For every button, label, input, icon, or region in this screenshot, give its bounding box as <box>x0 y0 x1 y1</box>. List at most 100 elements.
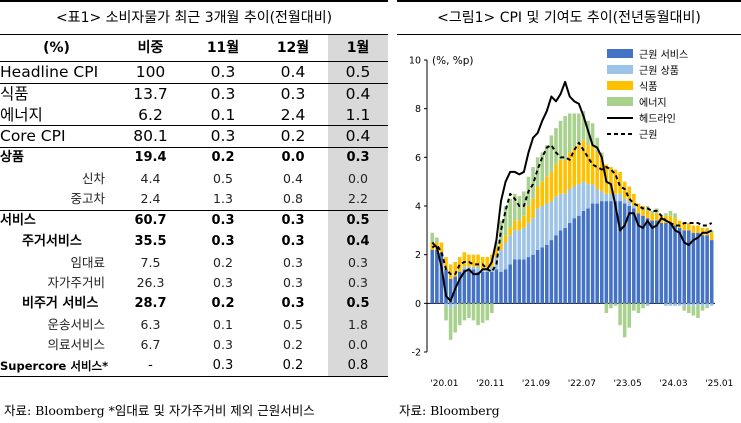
bar-core-services <box>659 223 664 304</box>
bar-energy <box>503 206 508 236</box>
bar-energy <box>664 213 668 216</box>
row-value-jan: 0.0 <box>328 168 388 190</box>
row-value-dec: 0.2 <box>258 125 328 148</box>
bar-core-goods <box>682 303 687 306</box>
bar-food <box>609 167 613 194</box>
bar-food <box>439 242 444 253</box>
bar-energy <box>471 303 476 321</box>
bar-food <box>581 140 586 182</box>
bar-core-goods <box>705 303 709 306</box>
bar-energy <box>650 210 654 214</box>
row-value-nov: 0.3 <box>211 233 235 249</box>
bar-energy <box>632 303 636 311</box>
bar-core-services <box>641 215 645 304</box>
bar-food <box>457 257 462 272</box>
bar-food <box>599 157 604 192</box>
bar-core-goods <box>545 203 549 245</box>
bar-core-services <box>503 269 508 304</box>
bar-core-services <box>654 220 659 304</box>
bar-core-goods <box>503 242 508 270</box>
row-label: Headline CPI <box>0 61 113 84</box>
bar-food <box>687 223 691 231</box>
bar-core-services <box>540 247 545 304</box>
row-value-dec: 0.5 <box>283 316 303 332</box>
row-value-dec: 0.0 <box>258 146 328 169</box>
bar-energy <box>540 152 545 182</box>
row-value-jan: 0.0 <box>328 334 388 356</box>
header-weight: 비중 <box>113 35 188 62</box>
table-source: 자료: Bloomberg *임대료 및 자가주거비 제외 근원서비스 <box>4 403 315 418</box>
bar-core-services <box>627 206 632 304</box>
bar-food <box>494 247 499 258</box>
bar-core-services <box>682 230 687 304</box>
row-label: 자가주거비 <box>47 275 105 291</box>
row-weight: 19.4 <box>113 146 188 169</box>
bar-core-services <box>508 264 512 304</box>
bar-core-services <box>636 213 641 304</box>
bar-core-services <box>599 201 604 304</box>
bar-core-services <box>485 271 490 304</box>
bar-food <box>526 206 531 224</box>
bar-food <box>462 252 467 267</box>
bar-energy <box>554 128 558 165</box>
bar-energy <box>563 115 567 160</box>
legend-energy-swatch <box>607 97 633 106</box>
row-value-jan: 0.4 <box>328 82 388 105</box>
row-weight: 80.1 <box>113 125 188 148</box>
bar-energy <box>480 303 485 323</box>
bar-food <box>503 235 508 243</box>
bar-core-services <box>457 271 462 304</box>
bar-core-services <box>430 249 435 304</box>
y-tick-label: 0 <box>415 299 421 310</box>
x-tick-label: '20.01 <box>430 379 458 389</box>
table-row: 의료서비스 6.7 0.3 0.2 0.0 <box>0 334 388 356</box>
x-tick-label: '21.09 <box>522 379 551 389</box>
bar-energy <box>590 123 595 146</box>
bar-core-goods <box>462 266 467 270</box>
bar-core-goods <box>700 303 705 306</box>
bar-food <box>444 257 448 270</box>
legend-core-services-label: 근원 서비스 <box>639 49 688 61</box>
bar-food <box>627 186 632 202</box>
bar-food <box>485 257 490 270</box>
table-row: Supercore 서비스* -0.3 0.2 0.8 <box>0 355 388 378</box>
y-tick-label: 2 <box>415 250 421 261</box>
bar-food <box>545 176 549 204</box>
bar-food <box>709 232 714 241</box>
bar-food <box>613 169 618 194</box>
row-weight: 35.5 <box>134 233 167 249</box>
bar-core-goods <box>609 193 613 202</box>
bar-core-goods <box>476 266 480 272</box>
bar-core-services <box>462 269 467 304</box>
bar-core-services <box>622 203 627 304</box>
bar-energy <box>476 303 480 326</box>
bar-core-goods <box>517 230 522 260</box>
bar-core-goods <box>622 198 627 204</box>
bar-food <box>572 147 577 187</box>
bar-core-services <box>549 240 554 304</box>
bar-energy <box>558 120 563 160</box>
bar-energy <box>705 305 709 309</box>
bar-core-goods <box>691 303 696 306</box>
bar-food <box>673 218 677 226</box>
chart-title: <그림1> CPI 및 기여도 추이(전년동월대비) <box>397 0 741 35</box>
table-row: Headline CPI 100 0.3 0.4 0.5 <box>0 61 388 84</box>
bar-energy <box>517 196 522 221</box>
bar-core-goods <box>604 193 609 202</box>
legend-core-services-swatch <box>607 49 633 58</box>
bar-core-goods <box>448 303 453 309</box>
y-tick-label: 8 <box>415 104 421 115</box>
bar-energy <box>453 305 457 333</box>
bar-food <box>517 220 522 231</box>
bar-core-services <box>545 244 549 304</box>
row-label: Supercore 서비스* <box>0 355 113 378</box>
row-weight: 6.2 <box>138 105 163 124</box>
row-weight: 6.7 <box>140 337 161 353</box>
bar-energy <box>572 113 577 148</box>
row-value-nov: 0.3 <box>188 82 258 105</box>
bar-food <box>508 227 512 236</box>
bar-core-goods <box>590 184 595 204</box>
row-value-dec: 0.3 <box>283 254 303 270</box>
row-label: Core CPI <box>0 125 113 148</box>
x-tick-label: '20.11 <box>476 379 504 389</box>
